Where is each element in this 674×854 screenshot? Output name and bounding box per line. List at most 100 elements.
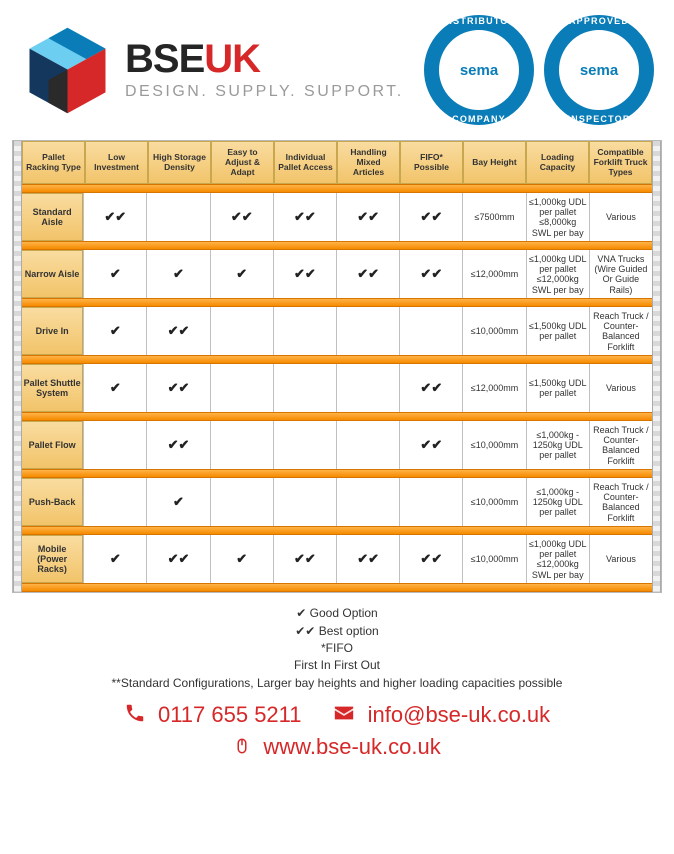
table-cell: ✔✔ <box>146 307 209 355</box>
badge-bottom-text: INSPECTOR <box>544 114 654 124</box>
table-row: Mobile (Power Racks)✔✔✔✔✔✔✔✔✔✔≤10,000mm≤… <box>22 535 652 583</box>
table-cell: ✔✔ <box>210 193 273 241</box>
legend-fifo-exp: First In First Out <box>0 657 674 674</box>
phone-icon <box>124 702 146 730</box>
phone: 0117 655 5211 <box>124 702 302 730</box>
legend-good: ✔ Good Option <box>0 605 674 622</box>
col-header: High Storage Density <box>148 141 211 184</box>
col-header: Low Investment <box>85 141 148 184</box>
table-cell: ✔✔ <box>146 421 209 469</box>
rack-beam-icon <box>22 469 652 478</box>
table-cell: ≤1,000kg UDL per pallet ≤8,000kg SWL per… <box>526 193 589 241</box>
table-cell: ✔ <box>146 250 209 298</box>
table-cell: ✔✔ <box>273 535 336 583</box>
header: BSEUK DESIGN. SUPPLY. SUPPORT. DISTRIBUT… <box>0 0 674 135</box>
table-cell: ✔✔ <box>399 250 462 298</box>
rack-beam-icon <box>22 526 652 535</box>
table-cell: ≤1,500kg UDL per pallet <box>526 307 589 355</box>
table-cell: Reach Truck / Counter-Balanced Forklift <box>589 421 652 469</box>
table-cell: ✔✔ <box>336 193 399 241</box>
table-cell <box>399 307 462 355</box>
row-label: Standard Aisle <box>22 193 83 241</box>
table-cell <box>336 421 399 469</box>
table-cell <box>210 307 273 355</box>
col-header: Compatible Forklift Truck Types <box>589 141 652 184</box>
table-cell: ✔✔ <box>399 421 462 469</box>
table-cell <box>83 478 146 526</box>
phone-number: 0117 655 5211 <box>158 702 302 727</box>
table-cell: ≤1,000kg UDL per pallet ≤12,000kg SWL pe… <box>526 535 589 583</box>
table-cell: ≤10,000mm <box>462 478 525 526</box>
table-cell: ✔ <box>83 250 146 298</box>
row-label: Pallet Shuttle System <box>22 364 83 412</box>
col-header: Individual Pallet Access <box>274 141 337 184</box>
table-cell: Various <box>589 535 652 583</box>
table-row: Push-Back✔≤10,000mm≤1,000kg - 1250kg UDL… <box>22 478 652 526</box>
table-cell: Various <box>589 193 652 241</box>
table-cell <box>336 307 399 355</box>
rack-beam-icon <box>22 298 652 307</box>
row-label: Drive In <box>22 307 83 355</box>
rack-beam-icon <box>22 184 652 193</box>
badge-bottom-text: COMPANY <box>424 114 534 124</box>
table-row: Narrow Aisle✔✔✔✔✔✔✔✔✔≤12,000mm≤1,000kg U… <box>22 250 652 298</box>
table-cell: ✔✔ <box>83 193 146 241</box>
table-cell: ≤10,000mm <box>462 421 525 469</box>
table-cell: ✔✔ <box>399 364 462 412</box>
table-cell: Various <box>589 364 652 412</box>
table-cell: ✔ <box>210 250 273 298</box>
badge-inner-text: sema <box>580 62 618 79</box>
racking-comparison-table: Pallet Racking Type Low Investment High … <box>12 140 662 593</box>
email-link[interactable]: info@bse-uk.co.uk <box>368 702 551 727</box>
badge-top-text: APPROVED <box>544 16 654 26</box>
table-cell: ✔✔ <box>146 535 209 583</box>
table-cell <box>336 478 399 526</box>
table-cell: ≤1,000kg - 1250kg UDL per pallet <box>526 421 589 469</box>
table-cell <box>210 364 273 412</box>
table-cell: ≤12,000mm <box>462 364 525 412</box>
table-cell: ≤7500mm <box>462 193 525 241</box>
rack-upright-right-icon <box>652 141 661 592</box>
rack-beam-icon <box>22 583 652 592</box>
table-row: Pallet Shuttle System✔✔✔✔✔≤12,000mm≤1,50… <box>22 364 652 412</box>
badge-top-text: DISTRIBUTOR <box>424 16 534 26</box>
table-cell: VNA Trucks (Wire Guided Or Guide Rails) <box>589 250 652 298</box>
table-cell <box>83 421 146 469</box>
col-header: Pallet Racking Type <box>22 141 85 184</box>
sema-inspector-badge: APPROVED sema INSPECTOR <box>544 15 654 125</box>
table-cell: ✔✔ <box>336 250 399 298</box>
row-label: Push-Back <box>22 478 83 526</box>
contact-block: 0117 655 5211 info@bse-uk.co.uk www.bse-… <box>0 702 674 762</box>
row-label: Narrow Aisle <box>22 250 83 298</box>
email: info@bse-uk.co.uk <box>332 702 551 730</box>
table-row: Pallet Flow✔✔✔✔≤10,000mm≤1,000kg - 1250k… <box>22 421 652 469</box>
legend: ✔ Good Option ✔✔ Best option *FIFO First… <box>0 605 674 692</box>
table-cell <box>210 421 273 469</box>
table-cell <box>273 421 336 469</box>
table-cell <box>399 478 462 526</box>
badge-inner-text: sema <box>460 62 498 79</box>
col-header: Loading Capacity <box>526 141 589 184</box>
table-cell: ✔✔ <box>273 250 336 298</box>
envelope-icon <box>332 702 356 730</box>
legend-best: ✔✔ Best option <box>0 623 674 640</box>
col-header: FIFO* Possible <box>400 141 463 184</box>
table-cell: ✔ <box>83 307 146 355</box>
col-header: Handling Mixed Articles <box>337 141 400 184</box>
table-cell: ✔ <box>210 535 273 583</box>
table-row: Drive In✔✔✔≤10,000mm≤1,500kg UDL per pal… <box>22 307 652 355</box>
table-cell: ≤10,000mm <box>462 307 525 355</box>
brand-tagline: DESIGN. SUPPLY. SUPPORT. <box>125 83 404 101</box>
table-cell: ✔✔ <box>399 535 462 583</box>
table-cell: Reach Truck / Counter-Balanced Forklift <box>589 307 652 355</box>
brand-name-part2: UK <box>204 37 260 81</box>
table-cell: ≤1,000kg - 1250kg UDL per pallet <box>526 478 589 526</box>
table-cell: ✔ <box>83 364 146 412</box>
rack-beam-icon <box>22 412 652 421</box>
table-cell: ✔✔ <box>399 193 462 241</box>
table-cell: ✔✔ <box>273 193 336 241</box>
web-link[interactable]: www.bse-uk.co.uk <box>263 734 440 759</box>
legend-fifo: *FIFO <box>0 640 674 657</box>
table-row: Standard Aisle✔✔✔✔✔✔✔✔✔✔≤7500mm≤1,000kg … <box>22 193 652 241</box>
legend-footnote: **Standard Configurations, Larger bay he… <box>0 675 674 692</box>
